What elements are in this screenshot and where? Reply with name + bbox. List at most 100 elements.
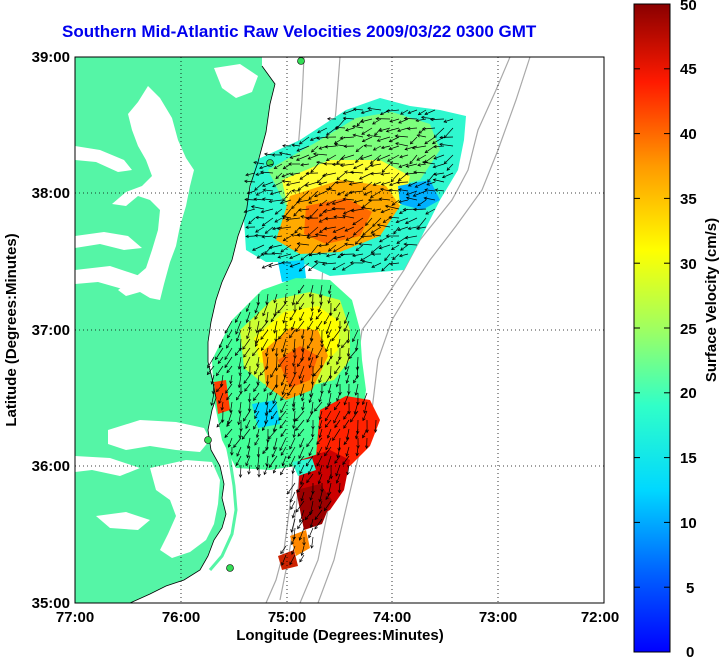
velocity-arrowhead bbox=[243, 354, 247, 358]
velocity-arrow bbox=[308, 446, 314, 456]
velocity-vectors bbox=[206, 106, 454, 566]
velocity-arrowhead bbox=[262, 450, 266, 455]
velocity-arrow bbox=[344, 226, 355, 232]
x-tick-label: 73:00 bbox=[479, 609, 517, 626]
velocity-arrowhead bbox=[324, 145, 329, 149]
velocity-arrowhead bbox=[327, 480, 331, 484]
velocity-arrowhead bbox=[235, 319, 239, 323]
velocity-arrow bbox=[328, 284, 332, 294]
velocity-arrowhead bbox=[255, 172, 259, 176]
velocity-arrow bbox=[361, 207, 373, 210]
velocity-arrow bbox=[317, 172, 328, 184]
velocity-arrowhead bbox=[265, 301, 269, 306]
velocity-arrowhead bbox=[289, 155, 294, 159]
velocity-arrowhead bbox=[406, 126, 411, 131]
velocity-arrowhead bbox=[397, 188, 402, 192]
velocity-arrowhead bbox=[302, 542, 306, 546]
velocity-arrowhead bbox=[229, 409, 233, 413]
velocity-arrow bbox=[268, 455, 278, 468]
velocity-arrowhead bbox=[325, 496, 329, 501]
velocity-arrowhead bbox=[344, 193, 348, 197]
river-2 bbox=[75, 232, 142, 250]
velocity-arrow bbox=[275, 329, 278, 342]
velocity-arrowhead bbox=[299, 317, 303, 322]
velocity-arrowhead bbox=[332, 437, 336, 442]
velocity-arrowhead bbox=[397, 227, 401, 232]
velocity-arrowhead bbox=[404, 220, 409, 224]
velocity-arrow bbox=[343, 419, 350, 429]
velocity-arrowhead bbox=[316, 462, 320, 467]
velocity-arrow bbox=[340, 163, 355, 167]
velocity-arrowhead bbox=[397, 128, 401, 133]
velocity-arrowhead bbox=[268, 409, 273, 413]
velocity-arrowhead bbox=[325, 202, 330, 206]
velocity-arrowhead bbox=[371, 252, 375, 256]
velocity-arrowhead bbox=[264, 401, 269, 406]
velocity-arrowhead bbox=[355, 452, 359, 457]
velocity-arrow bbox=[220, 374, 224, 387]
velocity-arrow bbox=[281, 554, 287, 566]
velocity-arrow bbox=[282, 208, 292, 220]
velocity-arrow bbox=[349, 190, 364, 193]
velocity-arrow bbox=[325, 437, 332, 450]
velocity-arrow bbox=[399, 154, 409, 158]
velocity-arrowhead bbox=[396, 240, 401, 244]
velocity-arrow bbox=[326, 199, 337, 206]
y-axis: 39:00 38:00 37:00 36:00 35:00 Latitude (… bbox=[3, 49, 70, 612]
velocity-arrow bbox=[265, 410, 269, 424]
velocity-arrowhead bbox=[224, 364, 228, 369]
velocity-arrow bbox=[405, 217, 418, 224]
velocity-arrow bbox=[336, 356, 341, 365]
velocity-arrow bbox=[309, 356, 314, 368]
velocity-arrowhead bbox=[323, 507, 328, 512]
velocity-arrowhead bbox=[210, 381, 214, 385]
velocity-arrow bbox=[227, 410, 233, 425]
velocity-arrow bbox=[370, 163, 382, 167]
velocity-arrowhead bbox=[312, 152, 317, 156]
velocity-arrow bbox=[236, 329, 242, 342]
velocity-arrow bbox=[353, 134, 364, 138]
velocity-arrowhead bbox=[361, 259, 366, 264]
velocity-arrowhead bbox=[326, 361, 330, 366]
velocity-arrow bbox=[332, 428, 341, 441]
velocity-arrow bbox=[415, 181, 427, 188]
velocity-arrowhead bbox=[273, 330, 277, 334]
velocity-arrow bbox=[315, 311, 323, 320]
velocity-arrowhead bbox=[258, 165, 263, 170]
velocity-arrow bbox=[317, 446, 323, 456]
velocity-arrowhead bbox=[323, 382, 327, 387]
velocity-arrow bbox=[352, 253, 364, 257]
velocity-arrow bbox=[324, 500, 332, 511]
velocity-arrowhead bbox=[378, 246, 383, 250]
velocity-arrow bbox=[361, 109, 373, 114]
velocity-arrow bbox=[225, 383, 233, 394]
velocity-arrowhead bbox=[363, 144, 367, 148]
velocity-arrowhead bbox=[344, 242, 348, 246]
chesapeake-bay bbox=[112, 86, 194, 300]
velocity-arrow bbox=[224, 428, 233, 438]
velocity-arrow bbox=[335, 181, 346, 183]
velocity-arrowhead bbox=[420, 115, 425, 120]
velocity-arrow bbox=[263, 189, 274, 192]
velocity-arrow bbox=[387, 154, 400, 162]
velocity-arrowhead bbox=[332, 267, 336, 271]
velocity-arrowhead bbox=[268, 199, 273, 204]
velocity-arrow bbox=[328, 392, 332, 407]
velocity-arrow bbox=[356, 446, 359, 456]
velocity-arrowhead bbox=[344, 372, 349, 376]
plot-frame bbox=[74, 56, 605, 604]
velocity-arrowhead bbox=[243, 209, 248, 214]
velocity-arrow bbox=[245, 172, 256, 176]
velocity-arrowhead bbox=[271, 153, 275, 157]
velocity-arrow bbox=[216, 365, 224, 376]
velocity-arrowhead bbox=[254, 316, 258, 320]
velocity-arrow bbox=[328, 293, 332, 304]
velocity-arrowhead bbox=[362, 417, 366, 422]
velocity-arrow bbox=[396, 181, 409, 183]
velocity-arrowhead bbox=[324, 424, 329, 428]
velocity-arrow bbox=[344, 190, 355, 197]
velocity-arrow bbox=[314, 190, 328, 197]
velocity-arrow bbox=[334, 144, 346, 147]
velocity-arrow bbox=[247, 437, 251, 449]
velocity-arrow bbox=[261, 208, 274, 213]
